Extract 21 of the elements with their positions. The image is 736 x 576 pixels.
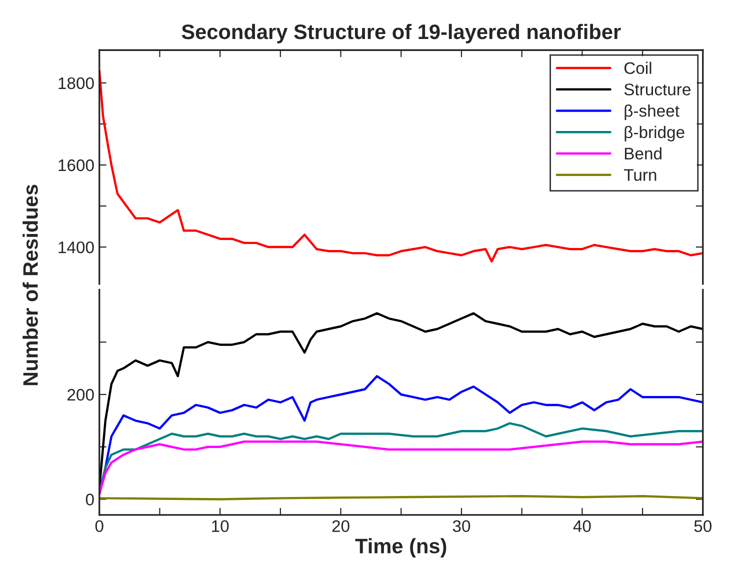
y-tick-label: 1800 (58, 77, 94, 90)
x-tick-label: 30 (452, 520, 470, 532)
legend-label: β-sheet (624, 104, 680, 120)
x-tick-label: 50 (694, 520, 712, 532)
x-tick-label: 20 (332, 520, 350, 532)
chart-title: Secondary Structure of 19-layered nanofiber (182, 24, 621, 44)
line-series (99, 440, 703, 496)
y-tick-label: 200 (68, 388, 94, 401)
legend-label: Structure (624, 84, 690, 96)
y-tick-label: 0 (86, 494, 94, 506)
legend-label: Coil (624, 62, 652, 74)
x-axis-title: Time (ns) (355, 538, 446, 558)
y-axis-title: Number of Residues (22, 184, 38, 386)
legend-label: β-bridge (624, 126, 684, 142)
legend-label: Bend (624, 147, 662, 160)
legend-label: Turn (624, 169, 656, 181)
x-tick-label: 0 (95, 520, 104, 532)
y-tick-label: 1600 (58, 159, 94, 172)
y-tick-label: 1400 (58, 241, 94, 254)
x-tick-label: 10 (212, 520, 229, 532)
x-tick-label: 40 (573, 520, 591, 532)
